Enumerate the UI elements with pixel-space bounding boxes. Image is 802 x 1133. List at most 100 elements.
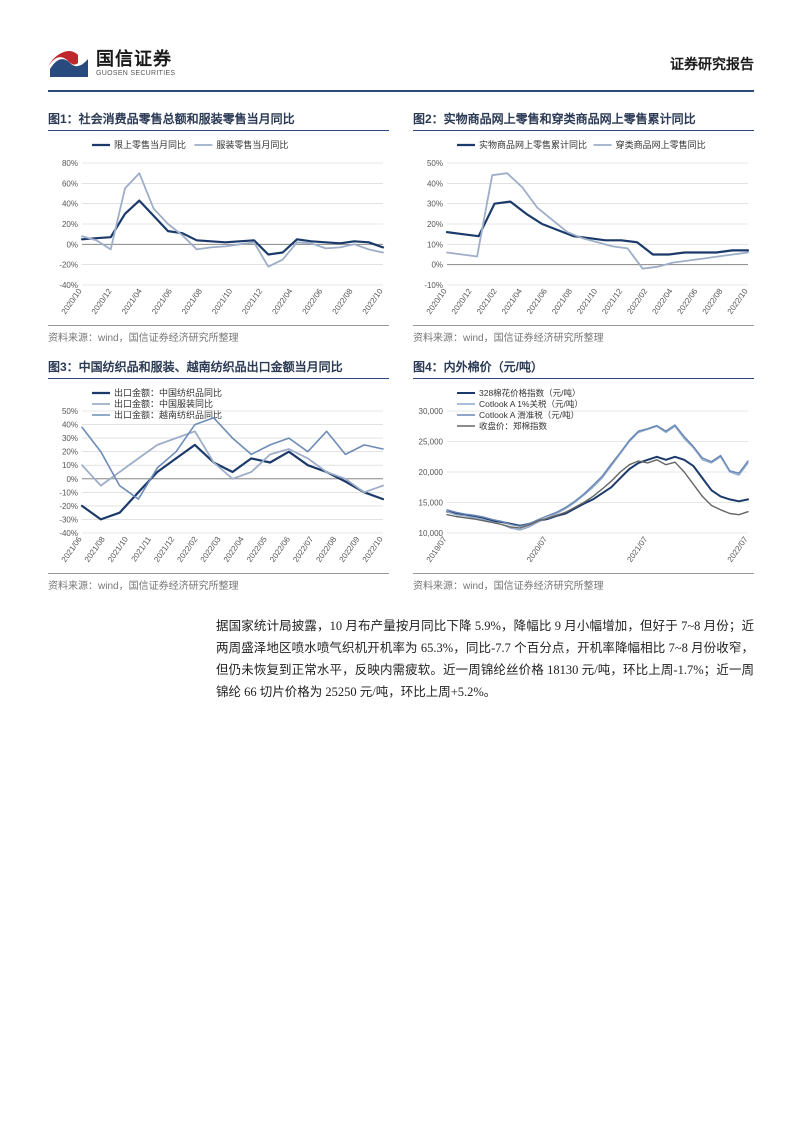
- chart-1: 图1：社会消费品零售总额和服装零售当月同比 限上零售当月同比服装零售当月同比-4…: [48, 110, 389, 344]
- svg-text:2022/04: 2022/04: [270, 287, 294, 316]
- page-header: 国信证券 GUOSEN SECURITIES 证券研究报告: [48, 40, 754, 88]
- svg-text:2021/02: 2021/02: [475, 287, 499, 316]
- svg-text:2021/08: 2021/08: [180, 287, 204, 316]
- svg-text:-30%: -30%: [59, 515, 78, 524]
- chart-canvas: 实物商品网上零售累计同比穿类商品网上零售同比-10%0%10%20%30%40%…: [413, 133, 754, 323]
- svg-text:2021/06: 2021/06: [150, 287, 174, 316]
- svg-text:出口金额：越南纺织品同比: 出口金额：越南纺织品同比: [114, 409, 222, 420]
- chart-title: 图1：社会消费品零售总额和服装零售当月同比: [48, 110, 389, 127]
- chart-divider: [48, 130, 389, 131]
- svg-text:2022/08: 2022/08: [701, 287, 725, 316]
- svg-text:328棉花价格指数（元/吨）: 328棉花价格指数（元/吨）: [479, 388, 581, 398]
- chart-title: 图3：中国纺织品和服装、越南纺织品出口金额当月同比: [48, 358, 389, 375]
- logo-block: 国信证券 GUOSEN SECURITIES: [48, 49, 175, 79]
- header-divider: [48, 90, 754, 92]
- svg-text:2021/08: 2021/08: [83, 535, 107, 564]
- chart-canvas: 328棉花价格指数（元/吨）Cotlook A 1%关税（元/吨）Cotlook…: [413, 381, 754, 571]
- svg-text:2022/10: 2022/10: [361, 535, 385, 564]
- svg-text:40%: 40%: [427, 179, 443, 188]
- svg-text:50%: 50%: [427, 159, 443, 168]
- body-paragraph: 据国家统计局披露，10 月布产量按月同比下降 5.9%，降幅比 9 月小幅增加，…: [48, 616, 754, 704]
- svg-text:2019/07: 2019/07: [425, 535, 449, 564]
- chart-source: 资料来源：wind，国信证券经济研究所整理: [413, 573, 754, 592]
- svg-text:2022/10: 2022/10: [726, 287, 750, 316]
- svg-text:0%: 0%: [66, 475, 78, 484]
- svg-text:服装零售当月同比: 服装零售当月同比: [216, 139, 288, 150]
- svg-text:-20%: -20%: [59, 261, 78, 270]
- svg-text:2021/11: 2021/11: [129, 535, 153, 564]
- svg-text:50%: 50%: [62, 407, 78, 416]
- svg-text:出口金额：中国服装同比: 出口金额：中国服装同比: [114, 398, 213, 409]
- logo-text-en: GUOSEN SECURITIES: [96, 70, 175, 78]
- svg-text:2020/12: 2020/12: [450, 287, 474, 316]
- svg-text:2021/04: 2021/04: [500, 287, 524, 316]
- svg-text:2022/04: 2022/04: [650, 287, 674, 316]
- svg-text:收盘价：郑棉指数: 收盘价：郑棉指数: [479, 421, 548, 431]
- charts-grid: 图1：社会消费品零售总额和服装零售当月同比 限上零售当月同比服装零售当月同比-4…: [48, 110, 754, 592]
- logo-icon: [48, 49, 90, 79]
- svg-text:2020/12: 2020/12: [90, 287, 114, 316]
- svg-text:2021/07: 2021/07: [625, 535, 649, 564]
- chart-4: 图4：内外棉价（元/吨） 328棉花价格指数（元/吨）Cotlook A 1%关…: [413, 358, 754, 592]
- chart-source: 资料来源：wind，国信证券经济研究所整理: [48, 325, 389, 344]
- svg-text:2022/08: 2022/08: [314, 535, 338, 564]
- svg-text:2021/12: 2021/12: [152, 535, 176, 564]
- svg-text:2021/04: 2021/04: [120, 287, 144, 316]
- svg-text:20%: 20%: [427, 220, 443, 229]
- svg-text:2021/06: 2021/06: [525, 287, 549, 316]
- svg-text:-10%: -10%: [59, 488, 78, 497]
- svg-text:2021/10: 2021/10: [210, 287, 234, 316]
- svg-text:20%: 20%: [62, 220, 78, 229]
- chart-canvas: 出口金额：中国纺织品同比出口金额：中国服装同比出口金额：越南纺织品同比-40%-…: [48, 381, 389, 571]
- svg-text:30%: 30%: [62, 434, 78, 443]
- chart-title: 图2：实物商品网上零售和穿类商品网上零售累计同比: [413, 110, 754, 127]
- svg-text:2020/10: 2020/10: [425, 287, 449, 316]
- svg-text:15,000: 15,000: [419, 499, 444, 508]
- chart-divider: [413, 378, 754, 379]
- svg-text:2022/09: 2022/09: [338, 535, 362, 564]
- logo-text-cn: 国信证券: [96, 50, 175, 70]
- svg-text:2022/06: 2022/06: [268, 535, 292, 564]
- svg-text:2022/08: 2022/08: [331, 287, 355, 316]
- svg-text:20,000: 20,000: [419, 468, 444, 477]
- chart-source: 资料来源：wind，国信证券经济研究所整理: [48, 573, 389, 592]
- svg-text:2022/02: 2022/02: [625, 287, 649, 316]
- svg-text:2022/02: 2022/02: [175, 535, 199, 564]
- svg-text:60%: 60%: [62, 179, 78, 188]
- svg-text:0%: 0%: [66, 240, 78, 249]
- chart-2: 图2：实物商品网上零售和穿类商品网上零售累计同比 实物商品网上零售累计同比 穿类商…: [413, 110, 754, 344]
- svg-text:2021/08: 2021/08: [550, 287, 574, 316]
- svg-text:穿类商品网上零售同比: 穿类商品网上零售同比: [616, 139, 706, 150]
- svg-text:2022/06: 2022/06: [676, 287, 700, 316]
- svg-text:2022/06: 2022/06: [300, 287, 324, 316]
- svg-text:30%: 30%: [427, 200, 443, 209]
- svg-text:2021/10: 2021/10: [575, 287, 599, 316]
- svg-text:80%: 80%: [62, 159, 78, 168]
- svg-text:40%: 40%: [62, 200, 78, 209]
- svg-text:2022/07: 2022/07: [726, 535, 750, 564]
- svg-text:2021/12: 2021/12: [240, 287, 264, 316]
- svg-text:2020/10: 2020/10: [60, 287, 84, 316]
- svg-text:25,000: 25,000: [419, 438, 444, 447]
- svg-text:0%: 0%: [431, 261, 443, 270]
- svg-text:20%: 20%: [62, 448, 78, 457]
- svg-text:10%: 10%: [62, 461, 78, 470]
- chart-3: 图3：中国纺织品和服装、越南纺织品出口金额当月同比 出口金额：中国纺织品同比出口…: [48, 358, 389, 592]
- svg-text:2022/04: 2022/04: [222, 535, 246, 564]
- svg-text:10%: 10%: [427, 240, 443, 249]
- svg-text:2020/07: 2020/07: [525, 535, 549, 564]
- svg-text:40%: 40%: [62, 421, 78, 430]
- svg-text:Cotlook A 滑准税（元/吨）: Cotlook A 滑准税（元/吨）: [479, 410, 579, 420]
- svg-text:实物商品网上零售累计同比: 实物商品网上零售累计同比: [479, 139, 587, 150]
- chart-source: 资料来源：wind，国信证券经济研究所整理: [413, 325, 754, 344]
- svg-text:30,000: 30,000: [419, 407, 444, 416]
- svg-text:2021/12: 2021/12: [600, 287, 624, 316]
- svg-text:2022/10: 2022/10: [361, 287, 385, 316]
- svg-text:-20%: -20%: [59, 502, 78, 511]
- svg-text:Cotlook A 1%关税（元/吨）: Cotlook A 1%关税（元/吨）: [479, 399, 583, 409]
- chart-canvas: 限上零售当月同比服装零售当月同比-40%-20%0%20%40%60%80%20…: [48, 133, 389, 323]
- svg-text:2022/05: 2022/05: [245, 535, 269, 564]
- svg-text:2021/06: 2021/06: [60, 535, 84, 564]
- chart-title: 图4：内外棉价（元/吨）: [413, 358, 754, 375]
- svg-text:2022/03: 2022/03: [199, 535, 223, 564]
